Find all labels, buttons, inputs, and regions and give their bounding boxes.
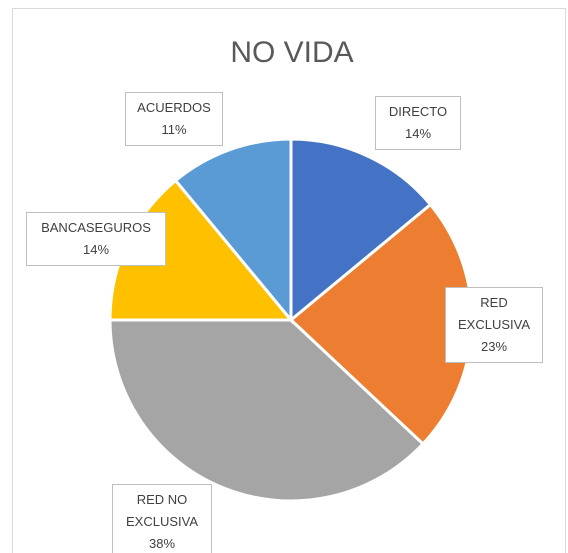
chart-frame — [12, 8, 566, 553]
label-value: 23% — [480, 339, 508, 354]
pie-slice — [173, 137, 293, 325]
label-value: 11% — [161, 122, 187, 137]
label-value: 38% — [148, 536, 176, 551]
chart-title: NO VIDA — [230, 36, 353, 69]
label-category: DIRECTO — [388, 104, 448, 119]
data-label: BANCASEGUROS 14% — [26, 212, 166, 266]
label-category: RED NO EXCLUSIVA — [125, 492, 198, 529]
data-label: RED NO EXCLUSIVA 38% — [112, 484, 212, 553]
data-label: RED EXCLUSIVA 23% — [445, 287, 543, 363]
label-value: 14% — [404, 126, 432, 141]
data-label: ACUERDOS 11% — [125, 92, 223, 146]
label-category: ACUERDOS — [137, 100, 211, 115]
label-category: RED EXCLUSIVA — [457, 295, 530, 332]
data-label: DIRECTO 14% — [375, 96, 461, 150]
label-category: BANCASEGUROS — [41, 220, 151, 235]
pie-slice — [108, 318, 426, 503]
pie-slice — [289, 137, 433, 324]
label-value: 14% — [82, 242, 110, 257]
